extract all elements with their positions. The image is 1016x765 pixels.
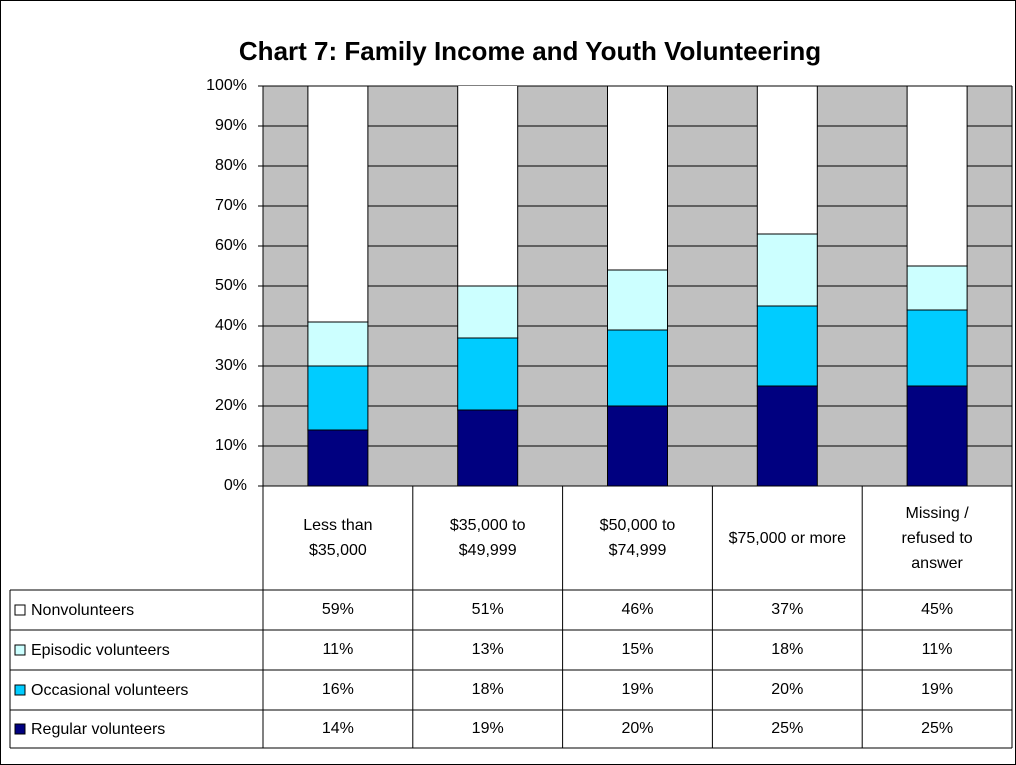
legend-swatch bbox=[14, 644, 26, 656]
bar-segment bbox=[457, 409, 519, 486]
x-tick-label: $35,000 to $49,999 bbox=[449, 517, 526, 559]
legend-label: Regular volunteers bbox=[31, 721, 165, 738]
category-cell: Less than $35,000 bbox=[263, 488, 413, 588]
x-tick-label: Less than $35,000 bbox=[303, 517, 373, 559]
table-value: 20% bbox=[771, 681, 803, 698]
table-value: 45% bbox=[921, 601, 953, 618]
table-value: 25% bbox=[771, 720, 803, 737]
chart-title: Chart 7: Family Income and Youth Volunte… bbox=[239, 36, 821, 66]
bars bbox=[307, 86, 968, 486]
bar-segment bbox=[607, 405, 668, 486]
y-tick-label: 90% bbox=[215, 117, 247, 134]
y-tick-label: 50% bbox=[215, 277, 247, 294]
bar-segment bbox=[607, 329, 668, 407]
table-value: 14% bbox=[322, 720, 354, 737]
legend-swatch bbox=[14, 684, 26, 696]
table-value: 19% bbox=[921, 681, 953, 698]
bar-segment bbox=[906, 265, 968, 311]
table-value: 46% bbox=[621, 601, 653, 618]
bar-segment bbox=[307, 321, 369, 367]
table-value: 19% bbox=[472, 720, 504, 737]
y-tick-label: 60% bbox=[215, 237, 247, 254]
y-tick-label: 80% bbox=[215, 157, 247, 174]
table-value: 20% bbox=[621, 720, 653, 737]
x-tick-label: $50,000 to $74,999 bbox=[599, 517, 676, 559]
category-cell: Missing / refused to answer bbox=[862, 488, 1012, 588]
category-label-box: $35,000 to $49,999 bbox=[413, 488, 563, 588]
table-value: 11% bbox=[322, 641, 353, 658]
category-label-box: $75,000 or more bbox=[712, 488, 862, 588]
bar-segment bbox=[307, 429, 369, 486]
bar-segment bbox=[307, 86, 369, 323]
y-tick-label: 0% bbox=[224, 477, 247, 494]
category-cell: $50,000 to $74,999 bbox=[563, 488, 713, 588]
legend-swatch bbox=[14, 723, 26, 735]
bar-segment bbox=[457, 285, 519, 339]
y-tick-label: 20% bbox=[215, 397, 247, 414]
bar-segment bbox=[607, 86, 668, 271]
category-label-box: $50,000 to $74,999 bbox=[563, 488, 713, 588]
legend-swatch bbox=[14, 604, 26, 616]
x-tick-label: Missing / refused to answer bbox=[901, 504, 973, 572]
x-tick-label: $75,000 or more bbox=[728, 529, 846, 547]
category-label-box: Missing / refused to answer bbox=[862, 488, 1012, 588]
table-value: 11% bbox=[922, 641, 953, 658]
bar-segment bbox=[307, 365, 369, 431]
y-tick-label: 40% bbox=[215, 317, 247, 334]
table-value: 15% bbox=[621, 641, 653, 658]
category-cell: $75,000 or more bbox=[712, 488, 862, 588]
table-value: 59% bbox=[322, 601, 354, 618]
y-tick-label: 30% bbox=[215, 357, 247, 374]
table-value: 13% bbox=[472, 641, 504, 658]
y-tick-label: 10% bbox=[215, 437, 247, 454]
bar-segment bbox=[756, 385, 818, 486]
table-value: 51% bbox=[472, 601, 504, 618]
y-tick-label: 100% bbox=[206, 77, 247, 94]
table-value: 16% bbox=[322, 681, 354, 698]
bar-segment bbox=[756, 305, 818, 387]
table-value: 18% bbox=[472, 681, 504, 698]
bar-segment bbox=[756, 233, 818, 307]
bar-segment bbox=[457, 86, 519, 287]
table-value: 37% bbox=[771, 601, 803, 618]
bar-segment bbox=[457, 337, 519, 411]
legend-label: Nonvolunteers bbox=[31, 602, 134, 619]
table-value: 18% bbox=[771, 641, 803, 658]
bar-segment bbox=[607, 269, 668, 331]
bar-segment bbox=[756, 86, 818, 235]
bar-segment bbox=[906, 86, 968, 267]
table-value: 25% bbox=[921, 720, 953, 737]
bar-segment bbox=[906, 385, 968, 486]
y-tick-label: 70% bbox=[215, 197, 247, 214]
legend-label: Episodic volunteers bbox=[31, 642, 170, 659]
legend-label: Occasional volunteers bbox=[31, 682, 188, 699]
category-label-box: Less than $35,000 bbox=[263, 488, 413, 588]
category-cell: $35,000 to $49,999 bbox=[413, 488, 563, 588]
table-value: 19% bbox=[621, 681, 653, 698]
bar-segment bbox=[906, 309, 968, 387]
